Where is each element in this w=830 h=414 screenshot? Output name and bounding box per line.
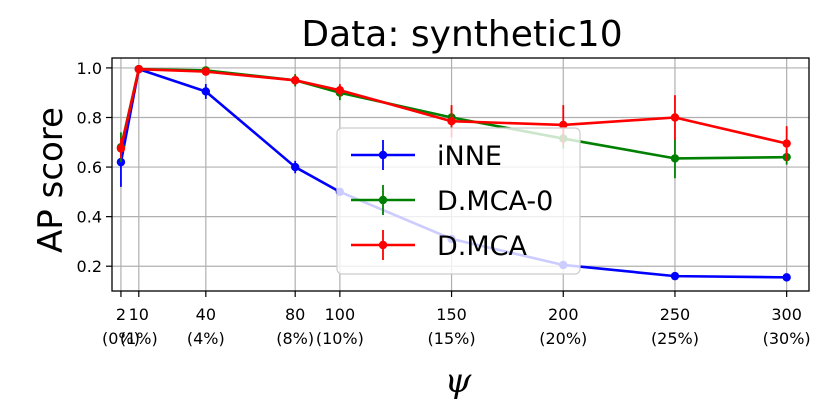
x-tick-label: 300 bbox=[771, 305, 802, 324]
legend-label: D.MCA-0 bbox=[437, 186, 553, 217]
data-point bbox=[670, 154, 680, 163]
grid bbox=[112, 58, 809, 291]
data-point bbox=[201, 87, 211, 96]
legend-label: iNNE bbox=[437, 141, 502, 172]
x-tick-sublabel: (8%) bbox=[276, 329, 314, 348]
x-tick-sublabel: (0%) bbox=[102, 329, 140, 348]
data-point bbox=[447, 117, 456, 126]
legend-label: D.MCA bbox=[437, 231, 528, 262]
x-tick-sublabel: (1%) bbox=[120, 329, 158, 348]
legend-item: D.MCA-0 bbox=[351, 185, 553, 217]
x-tick-sublabel: (15%) bbox=[428, 329, 476, 348]
legend-item: iNNE bbox=[351, 140, 502, 172]
x-tick-sublabel: (10%) bbox=[316, 329, 364, 348]
y-tick-label: 0.6 bbox=[77, 158, 102, 177]
x-tick-label: 200 bbox=[548, 305, 579, 324]
x-tick-label: 2 bbox=[116, 305, 126, 324]
data-point bbox=[782, 139, 791, 148]
x-tick-sublabel: (4%) bbox=[187, 329, 225, 348]
data-point bbox=[201, 67, 211, 76]
legend-box bbox=[336, 127, 581, 275]
legend-marker bbox=[378, 195, 388, 205]
data-point bbox=[670, 271, 680, 281]
axis-ticks: 2 (0%) 10 (1%) 40 (4%) 80 (8%) 100 (10%) 150 (15%) 2… bbox=[77, 59, 811, 348]
x-tick-label: 80 bbox=[285, 305, 305, 324]
plot-area-frame bbox=[111, 57, 810, 292]
data-point bbox=[559, 120, 568, 130]
data-point bbox=[335, 86, 345, 95]
x-tick-label: 100 bbox=[325, 305, 356, 324]
legend: iNNE D.MCA-0 D.MCA bbox=[336, 127, 581, 275]
x-tick-label: 10 bbox=[129, 305, 149, 324]
legend-marker bbox=[378, 240, 388, 250]
legend-item: D.MCA bbox=[351, 230, 528, 262]
y-tick-label: 0.2 bbox=[77, 257, 102, 276]
x-tick-label: 40 bbox=[196, 305, 216, 324]
data-point bbox=[116, 144, 126, 153]
data-point bbox=[670, 113, 680, 122]
y-axis-label: AP score bbox=[31, 107, 71, 253]
y-tick-label: 1.0 bbox=[77, 59, 102, 78]
x-axis-label: ψ bbox=[445, 361, 472, 401]
data-point bbox=[782, 273, 791, 282]
y-tick-label: 0.8 bbox=[77, 108, 102, 127]
data-point bbox=[290, 162, 300, 172]
legend-marker bbox=[378, 150, 388, 160]
y-tick-label: 0.4 bbox=[77, 208, 102, 227]
x-tick-label: 150 bbox=[436, 305, 467, 324]
chart-title: Data: synthetic10 bbox=[301, 14, 622, 55]
x-tick-sublabel: (20%) bbox=[539, 329, 587, 348]
x-tick-sublabel: (30%) bbox=[763, 329, 811, 348]
x-tick-sublabel: (25%) bbox=[651, 329, 699, 348]
x-tick-label: 250 bbox=[660, 305, 691, 324]
data-point bbox=[290, 76, 300, 85]
data-point bbox=[134, 64, 144, 74]
